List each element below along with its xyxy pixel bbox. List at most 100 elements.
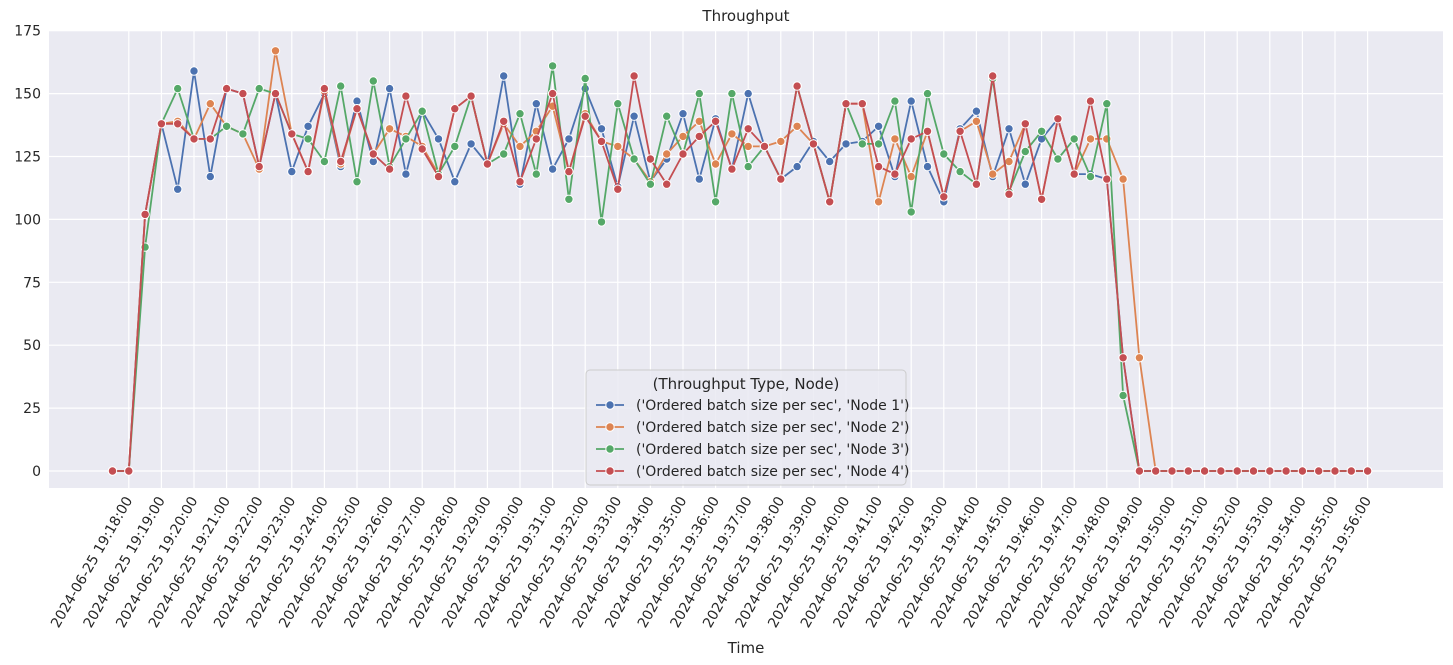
data-point [906,171,916,182]
data-point [857,99,867,109]
data-point [1020,119,1031,129]
data-point [662,111,672,121]
data-point [906,207,916,217]
data-point [205,99,216,109]
data-point [922,88,933,99]
data-point [1020,146,1031,157]
data-point [140,209,150,220]
data-point [1102,99,1112,109]
legend-entry-label: ('Ordered batch size per sec', 'Node 2') [636,420,909,436]
data-point [1248,466,1259,476]
data-point [1167,466,1177,476]
data-point [873,197,884,207]
data-point [401,169,411,179]
data-point [238,88,248,99]
data-point [531,99,541,109]
data-point [710,159,721,169]
data-point [580,111,590,121]
data-point [303,134,313,144]
data-point [1069,169,1079,179]
data-point [368,76,378,86]
data-point [564,194,574,205]
data-point [303,121,313,132]
data-point [1134,353,1145,363]
data-point [1281,466,1291,476]
data-point [450,141,460,152]
data-point [792,121,802,132]
data-point [1085,96,1096,106]
data-point [384,124,395,134]
data-point [808,139,819,149]
data-point [825,156,835,167]
data-point [1362,466,1373,476]
data-point [1118,174,1128,184]
legend-marker [605,444,615,454]
y-tick-labels: 0 25 50 75 100 125 150 175 [14,24,41,480]
data-point [221,83,232,94]
y-tick-label: 75 [23,275,41,291]
data-point [857,139,867,149]
data-point [939,192,949,202]
data-point [890,169,900,179]
data-point [971,106,982,116]
legend-marker [605,400,615,410]
data-point [1314,466,1324,476]
data-point [173,184,183,194]
data-point [1297,466,1308,476]
legend-title: (Throughput Type, Node) [653,375,840,393]
data-point [613,141,623,152]
data-point [1183,466,1194,476]
data-point [1330,466,1340,476]
data-point [221,121,232,132]
data-point [645,179,656,189]
data-point [352,177,362,187]
data-point [466,91,476,101]
data-point [922,161,933,172]
data-point [417,144,427,154]
data-point [694,88,704,99]
data-point [433,134,444,144]
data-point [759,141,770,152]
legend-entry-label: ('Ordered batch size per sec', 'Node 3') [636,442,909,458]
y-tick-label: 50 [23,338,41,354]
data-point [319,83,330,94]
data-point [727,164,737,174]
data-point [955,166,965,177]
data-point [922,126,933,137]
data-point [694,131,704,142]
data-point [336,81,346,91]
data-point [466,139,476,149]
data-point [1036,126,1047,137]
data-point [596,136,607,147]
legend-items: ('Ordered batch size per sec', 'Node 1')… [596,398,909,480]
data-point [678,109,688,119]
data-point [678,131,688,142]
data-point [482,159,493,169]
data-point [319,156,330,167]
legend-box [585,369,907,486]
x-gridlines [128,31,1369,488]
y-tick-label: 125 [14,150,41,166]
data-point [1085,134,1096,144]
data-point [629,154,639,164]
chart-title: Throughput [701,7,789,25]
data-point [825,197,835,207]
data-point [955,126,965,137]
data-point [727,129,737,139]
data-point [662,149,672,159]
data-point [1265,466,1275,476]
data-point [662,179,672,189]
data-point [515,177,525,187]
data-point [873,161,884,172]
data-point [336,156,346,167]
data-point [1004,189,1014,199]
data-point [1102,174,1112,184]
data-point [727,88,737,99]
data-point [499,71,509,81]
data-point [270,46,281,56]
data-point [189,66,199,76]
data-point [873,139,884,149]
data-point [645,154,656,164]
data-point [499,116,509,127]
data-point [1134,466,1145,476]
